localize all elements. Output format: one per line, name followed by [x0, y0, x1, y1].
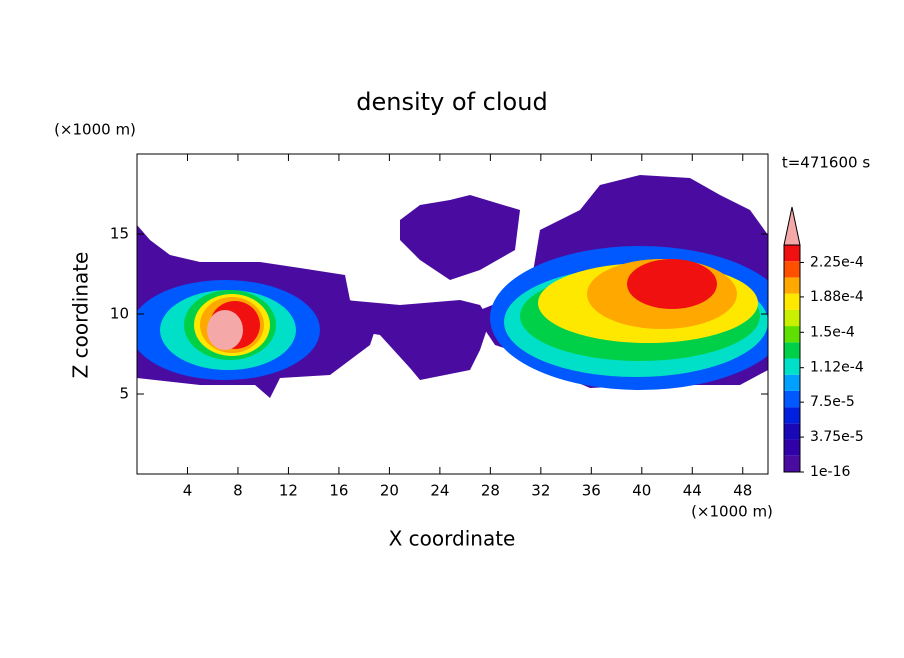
- colorbar-tick-label: 1.88e-4: [810, 289, 864, 305]
- y-unit-label: (×1000 m): [54, 121, 136, 139]
- colorbar-box: [784, 423, 800, 440]
- contour-field: [137, 175, 768, 398]
- x-tick-label: 24: [430, 482, 449, 500]
- colorbar-box: [784, 455, 800, 472]
- colorbar-box: [784, 358, 800, 375]
- x-tick-label: 4: [183, 482, 193, 500]
- colorbar-tick-label: 2.25e-4: [810, 254, 864, 270]
- colorbar-tick-label: 3.75e-5: [810, 429, 864, 445]
- colorbar-box: [784, 390, 800, 408]
- colorbar-box: [784, 342, 800, 359]
- time-annotation: t=471600 s: [782, 154, 870, 172]
- colorbar-box: [784, 245, 800, 262]
- x-tick-label: 8: [233, 482, 243, 500]
- colorbar-box: [784, 374, 800, 391]
- colorbar-tick-label: 1e-16: [810, 464, 850, 480]
- x-axis-label: X coordinate: [389, 527, 516, 551]
- contour-region: [400, 195, 520, 280]
- colorbar-box: [784, 407, 800, 424]
- colorbar-frame: [783, 244, 801, 473]
- x-tick-label: 16: [329, 482, 348, 500]
- axes: 4 8 12 16 20 24 28 32 36 40 44 48510151e-163.75e-57…: [110, 154, 864, 500]
- x-tick-label: 40: [632, 482, 651, 500]
- colorbar-box: [784, 261, 800, 278]
- contour-region: [627, 259, 717, 309]
- colorbar-box: [784, 309, 800, 327]
- colorbar-tick-label: 1.5e-4: [810, 324, 855, 340]
- y-tick-label: 10: [110, 305, 129, 323]
- colorbar-box: [784, 277, 800, 294]
- y-axis-label: Z coordinate: [69, 252, 93, 379]
- x-tick-label: 44: [683, 482, 702, 500]
- colorbar-box: [784, 439, 800, 456]
- colorbar-tick-label: 7.5e-5: [810, 394, 855, 410]
- x-tick-label: 36: [582, 482, 601, 500]
- x-tick-label: 12: [279, 482, 298, 500]
- contour-region: [345, 300, 490, 380]
- y-tick-label: 5: [119, 385, 129, 403]
- contour-region: [207, 310, 243, 350]
- colorbar-box: [784, 293, 800, 310]
- chart-title: density of cloud: [356, 88, 547, 116]
- x-tick-label: 48: [733, 482, 752, 500]
- x-tick-label: 20: [380, 482, 399, 500]
- x-tick-label: 32: [531, 482, 550, 500]
- x-tick-label: 28: [481, 482, 500, 500]
- y-tick-label: 15: [110, 225, 129, 243]
- x-unit-label: (×1000 m): [691, 503, 773, 521]
- colorbar-extension: [783, 206, 801, 246]
- colorbar-box: [784, 326, 800, 343]
- colorbar-tick-label: 1.12e-4: [810, 360, 864, 376]
